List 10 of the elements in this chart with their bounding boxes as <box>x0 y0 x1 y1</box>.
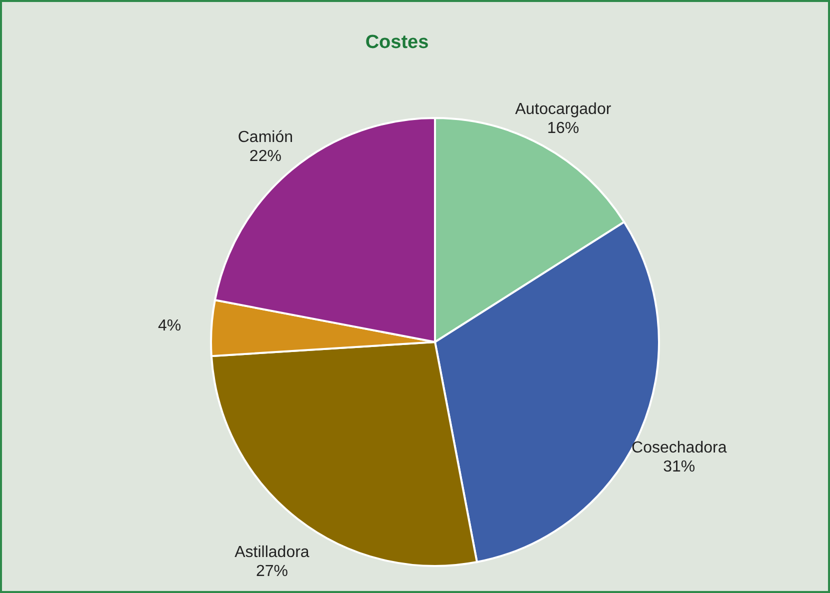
data-label: 27% <box>256 563 288 580</box>
slice-label: Autocargador <box>515 100 612 118</box>
data-label: 16% <box>547 120 580 137</box>
data-label: 22% <box>249 148 282 166</box>
chart-title: Costes <box>365 32 429 53</box>
slice-label: Cosechadora <box>632 440 727 457</box>
data-label: 4% <box>158 317 182 334</box>
slice-label: Camión <box>238 129 294 146</box>
slice-label: Astilladora <box>234 544 310 562</box>
data-label: 31% <box>663 458 696 476</box>
